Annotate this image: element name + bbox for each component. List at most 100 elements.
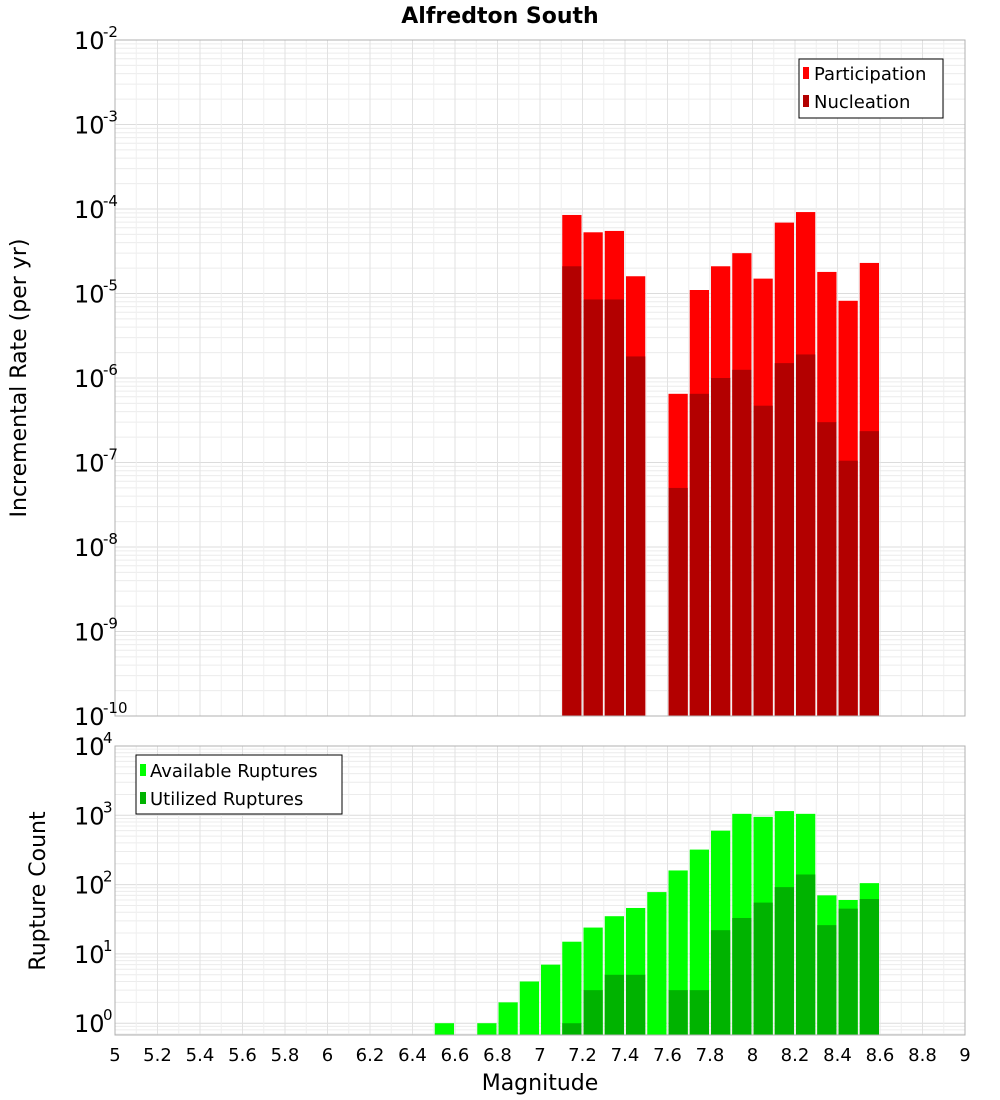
count-bar-utilized-ruptures [583,990,603,1035]
count-y-tick-base: 10 [74,872,105,900]
x-tick-label: 8 [747,1045,758,1066]
count-plot-bars [434,811,879,1035]
x-tick-label: 7.8 [696,1045,725,1066]
count-plot-grid [114,746,966,1035]
x-tick-label: 6.2 [356,1045,385,1066]
rate-bar-nucleation [626,356,646,716]
legend-participation-swatch [803,67,809,79]
rate-legend-box [798,58,944,119]
rate-y-axis-label: Incremental Rate (per yr) [7,239,32,518]
rate-y-tick-base: 10 [74,619,105,647]
x-tick-label: 6 [322,1045,333,1066]
rate-bar-nucleation [796,354,816,716]
legend-available-label: Available Ruptures [150,761,318,782]
count-bar-utilized-ruptures [796,874,816,1035]
rate-legend: Participation Nucleation [798,58,944,119]
count-bar-utilized-ruptures [711,930,731,1035]
rate-bar-nucleation [753,405,773,716]
x-tick-label: 6.4 [398,1045,427,1066]
x-tick-label: 5.4 [186,1045,215,1066]
rate-y-tick-base: 10 [74,534,105,562]
rate-plot-grid [114,40,966,717]
count-y-tick-base: 10 [74,941,105,969]
x-tick-label: 7.6 [653,1045,682,1066]
count-legend: Available Ruptures Utilized Ruptures [135,754,343,815]
x-tick-label: 7 [534,1045,545,1066]
count-bar-available-ruptures [541,964,561,1035]
rate-y-tick-exponent: -3 [103,108,118,126]
count-y-axis-label: Rupture Count [26,811,51,971]
count-legend-box [135,754,343,815]
x-tick-label: 7.4 [611,1045,640,1066]
count-y-tick-base: 10 [74,733,105,761]
count-plot-frame [114,745,966,1036]
count-bar-available-ruptures [477,1023,497,1035]
count-bar-available-ruptures [562,941,582,1035]
x-tick-label: 5.8 [271,1045,300,1066]
rate-y-tick-base: 10 [74,196,105,224]
x-tick-label: 5.6 [228,1045,257,1066]
rate-y-tick-base: 10 [74,450,105,478]
rate-y-tick-exponent: -2 [103,23,118,41]
count-bar-utilized-ruptures [668,990,688,1035]
count-bar-available-ruptures [434,1023,454,1035]
count-y-tick-exponent: 4 [103,729,113,747]
x-tick-label: 9 [959,1045,970,1066]
x-tick-label: 8.6 [866,1045,895,1066]
count-bar-utilized-ruptures [562,1023,582,1035]
legend-utilized-swatch [140,792,146,804]
count-bar-utilized-ruptures [604,974,624,1035]
rate-bar-nucleation [859,431,879,716]
x-tick-label: 6.8 [483,1045,512,1066]
rate-bar-nucleation [774,363,794,716]
x-tick-label: 8.2 [781,1045,810,1066]
count-y-tick-base: 10 [74,1010,105,1038]
count-bar-utilized-ruptures [817,925,837,1035]
rate-y-tick-base: 10 [74,112,105,140]
rate-bar-nucleation [562,266,582,716]
rate-bar-nucleation [689,393,709,716]
count-bar-available-ruptures [519,981,539,1035]
count-y-tick-base: 10 [74,802,105,830]
rate-plot-frame [114,39,966,717]
rate-y-tick-base: 10 [74,365,105,393]
legend-available-swatch [140,764,146,776]
legend-nucleation-swatch [803,95,809,107]
rate-y-tick-exponent: -5 [103,277,118,295]
rate-y-tick-exponent: -10 [103,699,128,717]
count-y-tick-exponent: 0 [103,1006,113,1024]
rate-y-tick-exponent: -8 [103,530,118,548]
rate-y-tick-base: 10 [74,27,105,55]
count-bar-utilized-ruptures [859,898,879,1035]
legend-nucleation-label: Nucleation [814,92,910,113]
count-bar-utilized-ruptures [689,990,709,1035]
x-tick-label: 8.4 [823,1045,852,1066]
rate-bar-nucleation [817,422,837,716]
x-tick-label: 6.6 [441,1045,470,1066]
count-bar-utilized-ruptures [732,917,752,1035]
x-tick-label: 5 [109,1045,120,1066]
rate-y-tick-exponent: -4 [103,192,118,210]
x-axis-ticks: 5 5.2 5.4 5.6 5.8 6 6.2 6.4 6.6 6.8 7 7.2 7.4 7.6 7.8 8… [109,1045,970,1066]
rate-plot-bars [562,212,879,717]
legend-participation-label: Participation [814,64,926,85]
rate-y-tick-exponent: -7 [103,446,118,464]
rate-bar-nucleation [838,460,858,716]
count-bar-available-ruptures [647,892,667,1035]
rate-y-tick-exponent: -6 [103,361,118,379]
legend-utilized-label: Utilized Ruptures [150,789,303,810]
x-tick-label: 7.2 [568,1045,597,1066]
chart-title: Alfredton South [401,4,598,29]
rate-y-tick-exponent: -9 [103,615,118,633]
count-y-tick-exponent: 3 [103,798,113,816]
count-bar-utilized-ruptures [774,887,794,1035]
count-bar-utilized-ruptures [753,902,773,1035]
rate-y-tick-base: 10 [74,703,105,731]
rate-bar-nucleation [711,378,731,716]
count-y-tick-exponent: 2 [103,868,113,886]
rate-bar-nucleation [583,299,603,716]
count-bar-utilized-ruptures [838,908,858,1035]
count-bar-available-ruptures [498,1002,518,1035]
